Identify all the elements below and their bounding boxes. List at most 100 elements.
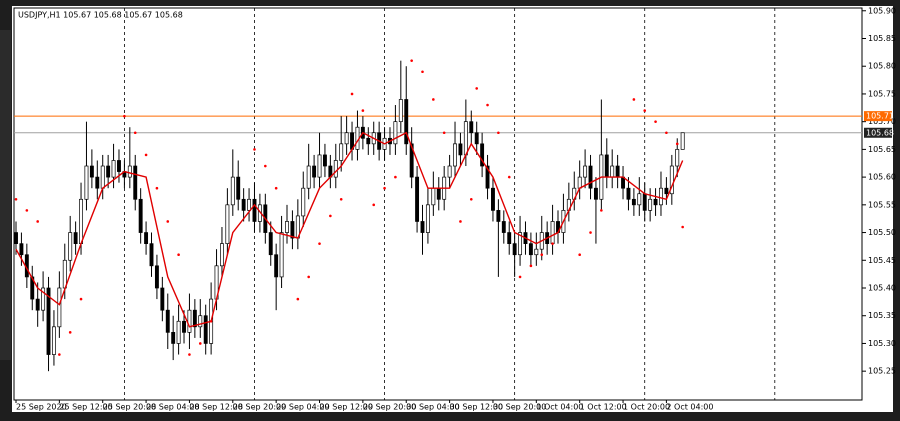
sar-dot: [589, 231, 592, 234]
candle-body: [144, 232, 149, 244]
candle-body: [106, 165, 111, 178]
sar-dot: [36, 220, 39, 223]
sar-dot: [540, 253, 544, 257]
candle-body: [659, 187, 663, 206]
candle-body: [176, 320, 181, 344]
y-tick-label: 105.75: [868, 89, 896, 98]
candle-body: [669, 165, 674, 195]
candle-body: [496, 210, 501, 222]
sar-dot: [372, 203, 376, 207]
x-tick-label: 29 Sep 12:00: [320, 403, 373, 412]
candle-body: [317, 154, 322, 178]
x-tick-label: 1 Oct 20:00: [623, 403, 670, 412]
candle-body: [127, 165, 132, 178]
candle-body: [268, 232, 273, 256]
x-tick-label: 30 Sep 04:00: [406, 403, 459, 412]
candle-body: [512, 243, 517, 256]
x-tick-label: 30 Sep 12:00: [450, 403, 503, 412]
sar-dot: [578, 253, 581, 257]
x-tick-label: 28 Sep 12:00: [189, 403, 242, 412]
sar-dot: [383, 186, 386, 190]
sar-dot: [144, 153, 148, 157]
candle-body: [393, 121, 398, 145]
y-tick-label: 105.30: [868, 339, 896, 348]
candle-body: [534, 248, 539, 256]
side-panel: [0, 30, 11, 360]
sar-dot: [209, 319, 213, 323]
candle-body: [398, 99, 403, 123]
candle-body: [203, 315, 208, 344]
candle-body: [653, 198, 658, 206]
candle-body: [626, 187, 631, 200]
sar-dot: [665, 131, 668, 135]
sar-dot: [410, 59, 413, 62]
candle-body: [89, 165, 94, 178]
sar-dot: [25, 209, 29, 212]
candle-body: [192, 309, 197, 328]
sar-dot: [421, 70, 424, 74]
candle-body: [73, 232, 78, 244]
candle-body: [648, 198, 653, 211]
sar-dot: [442, 131, 446, 135]
candle-body: [637, 193, 642, 206]
candle-body: [463, 121, 468, 156]
x-tick-label: 1 Oct 04:00: [536, 403, 583, 412]
candle-body: [247, 198, 252, 211]
y-tick-label: 105.40: [868, 284, 896, 293]
candle-body: [285, 221, 289, 233]
x-tick-label: 30 Sep 20:00: [493, 403, 546, 412]
y-tick-label: 105.65: [868, 145, 896, 154]
candle-body: [57, 287, 62, 328]
candle-body: [306, 165, 311, 189]
candle-body: [458, 143, 463, 156]
candle-body: [322, 154, 327, 167]
sar-dot: [318, 242, 321, 245]
candle-body: [675, 149, 680, 167]
candle-body: [577, 176, 582, 189]
candle-body: [664, 187, 669, 195]
candle-body: [404, 99, 409, 145]
x-tick-label: 28 Sep 04:00: [146, 403, 199, 412]
plot-border: [13, 7, 863, 401]
candle-body: [453, 143, 457, 167]
candle-body: [35, 298, 40, 311]
sar-dot: [296, 297, 300, 301]
candle-body: [95, 176, 100, 189]
candle-body: [117, 160, 121, 172]
candle-body: [415, 176, 420, 222]
candle-body: [111, 160, 116, 178]
candle-body: [274, 254, 279, 278]
sar-dot: [155, 186, 159, 190]
candle-body: [501, 221, 506, 233]
sar-dot: [177, 253, 180, 257]
sar-dot: [469, 197, 473, 201]
sar-dot: [600, 209, 603, 212]
candle-body: [14, 232, 18, 244]
y-tick-label: 105.25: [868, 367, 896, 376]
sar-dot: [654, 120, 657, 123]
candle-body: [485, 165, 490, 189]
candle-body: [588, 165, 593, 189]
sar-dot: [529, 264, 533, 268]
sar-dot: [253, 148, 256, 151]
candle-body: [436, 187, 441, 200]
candle-body: [480, 143, 485, 167]
y-tick-label: 105.55: [868, 200, 896, 209]
candle-body: [425, 204, 430, 233]
price-label: 105.68: [866, 128, 894, 137]
y-tick-label: 105.85: [868, 34, 896, 43]
sar-dot: [166, 220, 170, 223]
price-label: 105.71: [866, 112, 894, 121]
candle-body: [312, 165, 317, 178]
sar-dot: [350, 92, 354, 96]
sar-dot: [361, 109, 365, 112]
y-tick-label: 105.60: [868, 173, 896, 182]
candle-body: [187, 309, 192, 333]
candle-body: [528, 243, 533, 256]
sar-dot: [675, 142, 679, 146]
candle-body: [301, 187, 306, 217]
sar-dot: [188, 353, 191, 356]
candle-body: [474, 132, 479, 145]
sar-dot: [133, 131, 137, 135]
